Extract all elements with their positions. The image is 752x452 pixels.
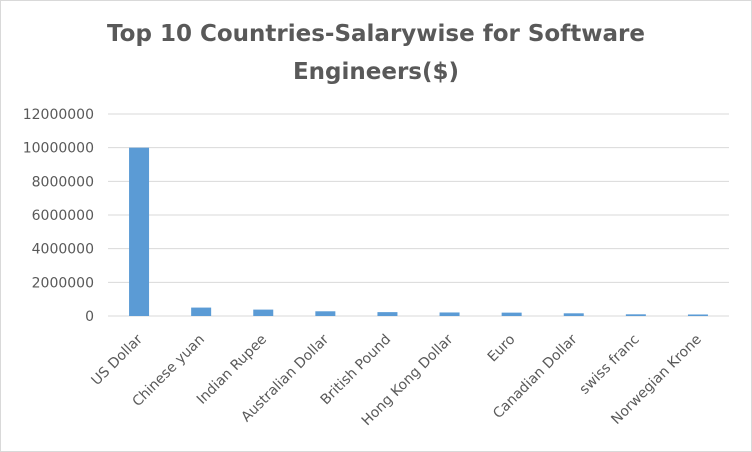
y-tick-label: 2000000 (32, 275, 94, 291)
bar (501, 312, 522, 316)
x-category-label: US Dollar (89, 331, 146, 388)
bar (687, 314, 708, 316)
bar (315, 311, 336, 316)
x-category-label: swiss franc (577, 332, 643, 398)
y-tick-label: 8000000 (32, 174, 94, 190)
bar (625, 314, 646, 316)
bar (129, 147, 150, 316)
bar (377, 312, 398, 316)
bar (563, 313, 584, 316)
x-category-label: Euro (485, 332, 519, 366)
chart-title: Top 10 Countries-Salarywise for Software… (107, 21, 645, 85)
y-tick-label: 4000000 (32, 242, 94, 258)
y-tick-label: 6000000 (32, 208, 94, 224)
y-tick-label: 0 (85, 309, 94, 325)
y-tick-label: 10000000 (23, 141, 94, 157)
y-tick-label: 12000000 (23, 107, 94, 123)
bar (253, 309, 274, 316)
bar (191, 307, 212, 316)
bar (439, 312, 460, 316)
